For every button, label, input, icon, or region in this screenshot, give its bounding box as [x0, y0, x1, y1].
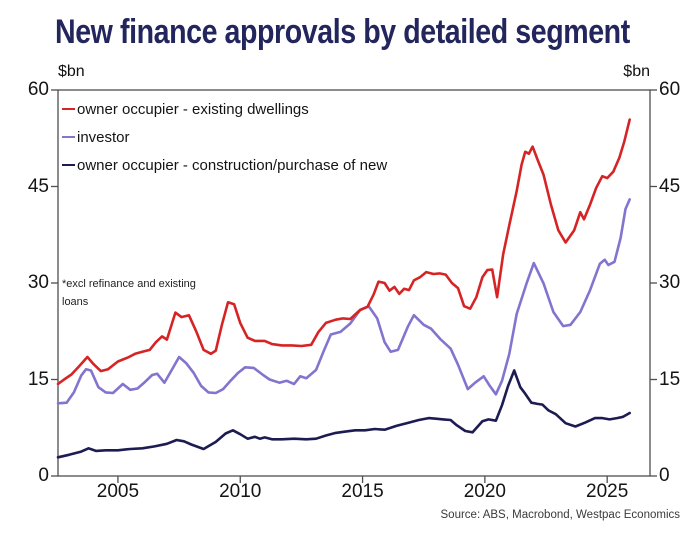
y-tick-label-right: 60: [659, 79, 681, 100]
x-tick-label: 2025: [586, 481, 629, 502]
y-tick-label-left: 30: [27, 272, 49, 293]
footnote-line-1: *excl refinance and existing: [62, 278, 196, 290]
y-tick-label-left: 45: [27, 175, 49, 197]
y-tick-label-left: 60: [27, 79, 49, 100]
legend-item: owner occupier - existing dwellings: [62, 95, 387, 123]
chart-title: New finance approvals by detailed segmen…: [55, 13, 630, 51]
footnote-line-2: loans: [62, 295, 89, 308]
series-line-owner-occupier-existing-dwellings: [56, 118, 632, 386]
y-tick-label-right: 45: [659, 175, 681, 197]
legend-label: owner occupier - construction/purchase o…: [77, 156, 388, 174]
legend-item: owner occupier - construction/purchase o…: [62, 151, 387, 179]
chart-legend: owner occupier - existing dwellings inves…: [62, 95, 387, 179]
legend-label: owner occupier - existing dwellings: [77, 100, 309, 118]
footnote-annotation: *excl refinance and existing loans: [62, 276, 196, 311]
source-note: Source: ABS, Macrobond, Westpac Economic…: [440, 509, 680, 521]
y-tick-label-right: 30: [659, 272, 681, 293]
series-line-owner-occupier-construction-purchase-of-new: [56, 369, 632, 459]
x-tick-label: 2020: [463, 481, 507, 502]
legend-label: investor: [77, 128, 130, 146]
x-tick-label: 2015: [341, 481, 384, 502]
y-tick-label-right: 15: [659, 368, 681, 390]
legend-swatch-icon: [62, 136, 75, 138]
y-tick-label-right: 0: [659, 465, 670, 486]
y-tick-label-left: 15: [27, 368, 49, 390]
legend-item: investor: [62, 123, 387, 151]
x-tick-label: 2005: [96, 481, 140, 502]
y-axis-unit-left: $bn: [58, 63, 85, 80]
series-line-investor: [56, 198, 632, 405]
y-axis-unit-right: $bn: [623, 63, 650, 80]
y-tick-label-left: 0: [38, 465, 49, 486]
legend-swatch-icon: [62, 164, 75, 166]
legend-swatch-icon: [62, 108, 75, 110]
x-tick-label: 2010: [219, 481, 262, 502]
